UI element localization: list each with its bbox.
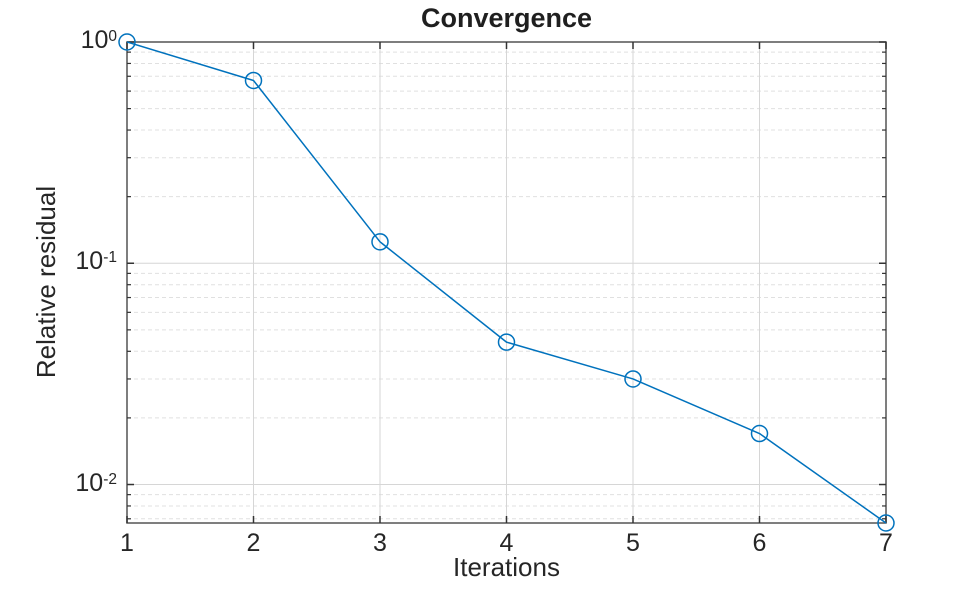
x-axis-label: Iterations xyxy=(453,552,560,582)
data-point-marker xyxy=(244,71,263,90)
y-axis-label: Relative residual xyxy=(31,185,61,379)
data-point-marker xyxy=(624,370,642,388)
data-point-marker xyxy=(118,33,136,51)
data-point-marker xyxy=(877,514,895,532)
chart-title: Convergence xyxy=(420,3,593,33)
data-point-marker xyxy=(371,233,389,251)
data-point-marker xyxy=(497,333,516,351)
series-line xyxy=(126,41,887,524)
data-point-marker xyxy=(750,424,769,443)
